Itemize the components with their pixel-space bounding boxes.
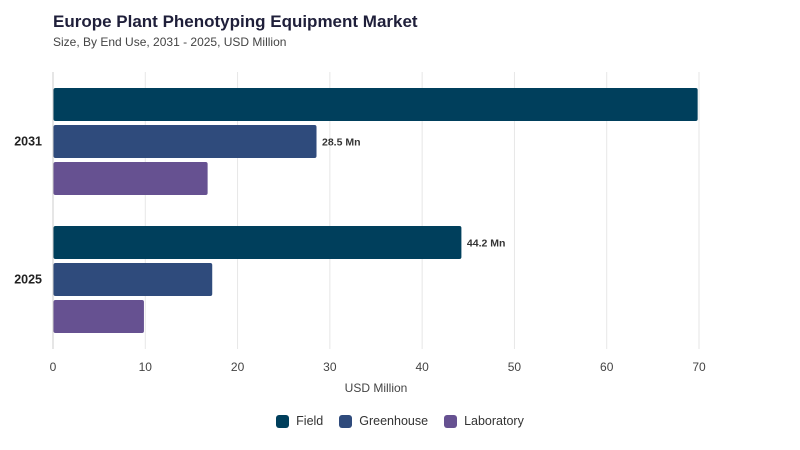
- chart-legend: Field Greenhouse Laboratory: [0, 414, 800, 431]
- data-label: 28.5 Mn: [322, 137, 361, 149]
- data-label: 44.2 Mn: [467, 238, 506, 250]
- legend-item: Greenhouse: [339, 414, 428, 428]
- x-tick-label: 0: [50, 360, 57, 374]
- x-tick-label: 50: [508, 360, 522, 374]
- bar: [53, 263, 213, 296]
- x-tick-label: 20: [231, 360, 245, 374]
- bar: [53, 162, 208, 195]
- y-category-label: 2031: [14, 135, 42, 149]
- y-category-label: 2025: [14, 273, 42, 287]
- legend-swatch: [276, 414, 290, 428]
- x-tick-label: 10: [139, 360, 153, 374]
- bar: [53, 88, 698, 121]
- legend-swatch: [339, 414, 353, 428]
- chart-title: Europe Plant Phenotyping Equipment Marke…: [53, 12, 418, 31]
- legend-label: Greenhouse: [359, 414, 429, 428]
- chart-subtitle: Size, By End Use, 2031 - 2025, USD Milli…: [53, 35, 287, 49]
- legend-item: Field: [276, 414, 323, 428]
- x-tick-label: 40: [415, 360, 429, 374]
- legend-label: Field: [296, 414, 324, 428]
- bar: [53, 125, 317, 158]
- x-axis-label: USD Million: [345, 381, 408, 395]
- legend-swatch: [444, 414, 458, 428]
- bar: [53, 226, 462, 259]
- legend-item: Laboratory: [444, 414, 524, 428]
- x-tick-label: 60: [600, 360, 614, 374]
- x-tick-label: 30: [323, 360, 337, 374]
- bar: [53, 300, 144, 333]
- x-tick-label: 70: [692, 360, 706, 374]
- legend-label: Laboratory: [464, 414, 524, 428]
- bar-chart: 0 10 20 30 40 50 60 70 USD Million 28.5 Mn 2031 44.…: [14, 72, 706, 395]
